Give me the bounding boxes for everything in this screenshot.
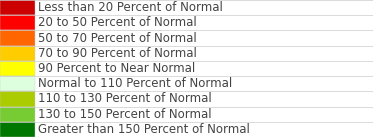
Bar	[0, 30, 35, 46]
Bar	[0, 15, 35, 30]
Text: Normal to 110 Percent of Normal: Normal to 110 Percent of Normal	[38, 77, 232, 90]
Bar	[0, 107, 35, 122]
Bar	[0, 76, 35, 91]
Text: 50 to 70 Percent of Normal: 50 to 70 Percent of Normal	[38, 32, 197, 45]
Text: 130 to 150 Percent of Normal: 130 to 150 Percent of Normal	[38, 108, 211, 121]
Bar	[0, 91, 35, 107]
Text: 90 Percent to Near Normal: 90 Percent to Near Normal	[38, 62, 195, 75]
Text: 20 to 50 Percent of Normal: 20 to 50 Percent of Normal	[38, 16, 197, 29]
Bar	[0, 61, 35, 76]
Bar	[0, 122, 35, 137]
Bar	[0, 46, 35, 61]
Text: 70 to 90 Percent of Normal: 70 to 90 Percent of Normal	[38, 47, 197, 60]
Text: Greater than 150 Percent of Normal: Greater than 150 Percent of Normal	[38, 123, 250, 136]
Bar	[0, 0, 35, 15]
Text: Less than 20 Percent of Normal: Less than 20 Percent of Normal	[38, 1, 223, 14]
Text: 110 to 130 Percent of Normal: 110 to 130 Percent of Normal	[38, 92, 212, 105]
